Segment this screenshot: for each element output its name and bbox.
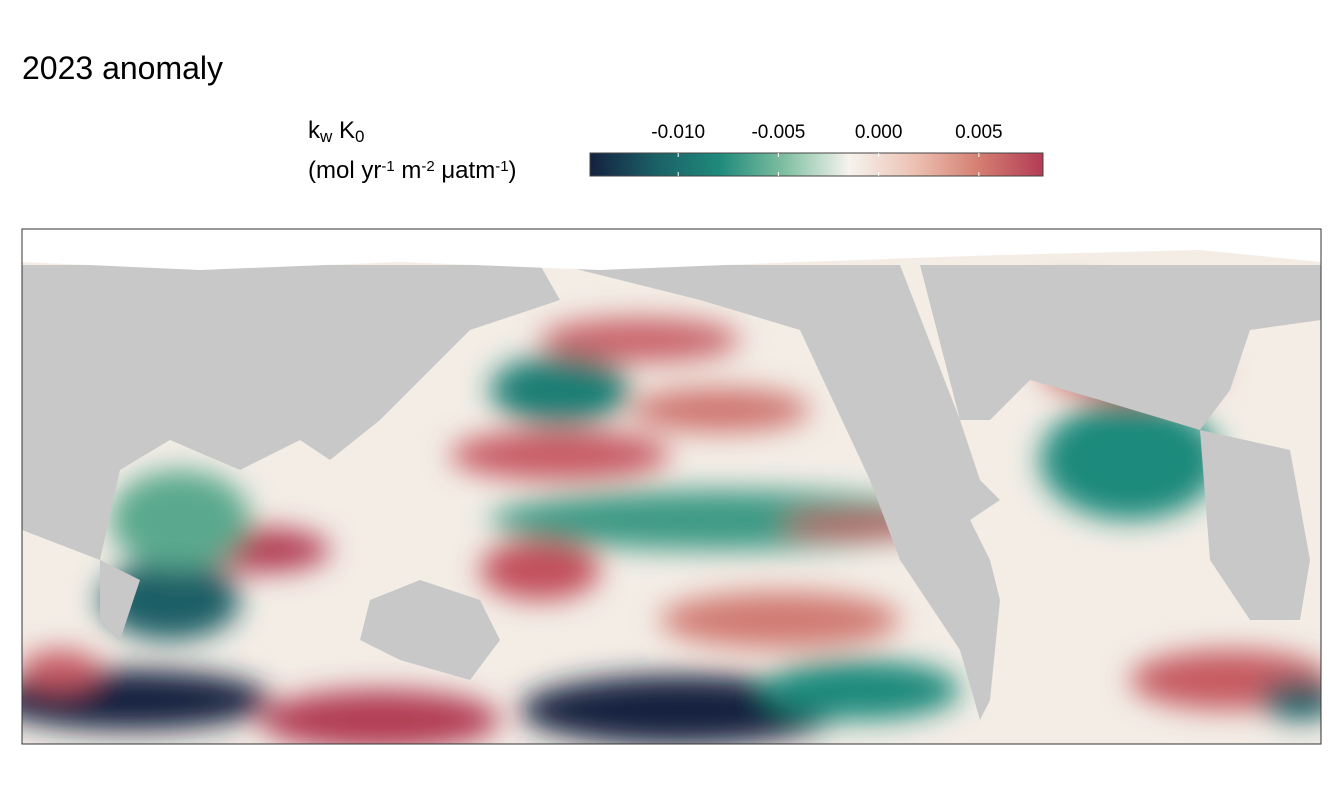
legend-title: kw K0 — [308, 117, 364, 146]
legend-title-part: -1 — [381, 158, 394, 175]
legend-title-part: μatm — [435, 157, 496, 184]
map-frame — [21, 228, 1322, 745]
legend-title-part: w — [319, 127, 333, 146]
sea-ice — [22, 229, 1321, 270]
legend-title-part: m — [395, 157, 422, 184]
legend-title-part: 0 — [355, 127, 364, 146]
colorbar-ticks: -0.010 -0.005 0.000 0.005 — [651, 122, 1003, 176]
colorbar-tick-label: -0.010 — [651, 122, 705, 143]
map — [22, 229, 1321, 744]
land — [22, 265, 1321, 720]
colorbar — [589, 152, 1044, 177]
colorbar-tick-label: 0.005 — [955, 122, 1003, 143]
legend-title-part: (mol yr — [308, 157, 381, 184]
legend-title-part: K — [332, 117, 355, 144]
legend-unit: (mol yr-1 m-2 μatm-1) — [308, 157, 517, 184]
legend-title-part: -1 — [495, 158, 508, 175]
legend-title-part: -2 — [421, 158, 434, 175]
legend-title-part: ) — [509, 157, 517, 184]
colorbar-tick-label: -0.005 — [751, 122, 805, 143]
title: 2023 anomaly — [22, 50, 223, 86]
legend-title-part: k — [308, 117, 321, 144]
colorbar-tick-label: 0.000 — [855, 122, 903, 143]
